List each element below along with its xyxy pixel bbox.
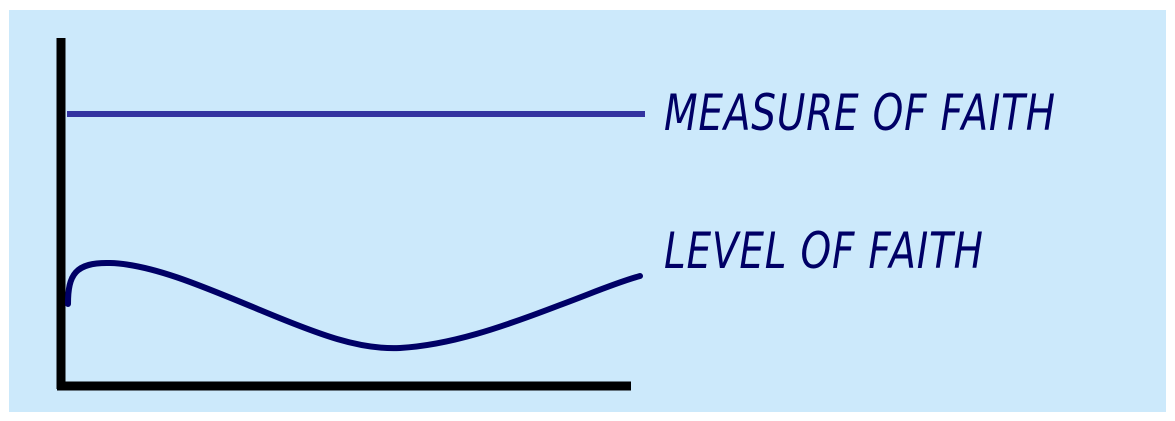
level-of-faith-curve <box>65 259 643 352</box>
level-of-faith-label: LEVEL OF FAITH <box>664 222 984 280</box>
diagram-background <box>9 10 1166 412</box>
measure-of-faith-label: MEASURE OF FAITH <box>664 84 1056 142</box>
